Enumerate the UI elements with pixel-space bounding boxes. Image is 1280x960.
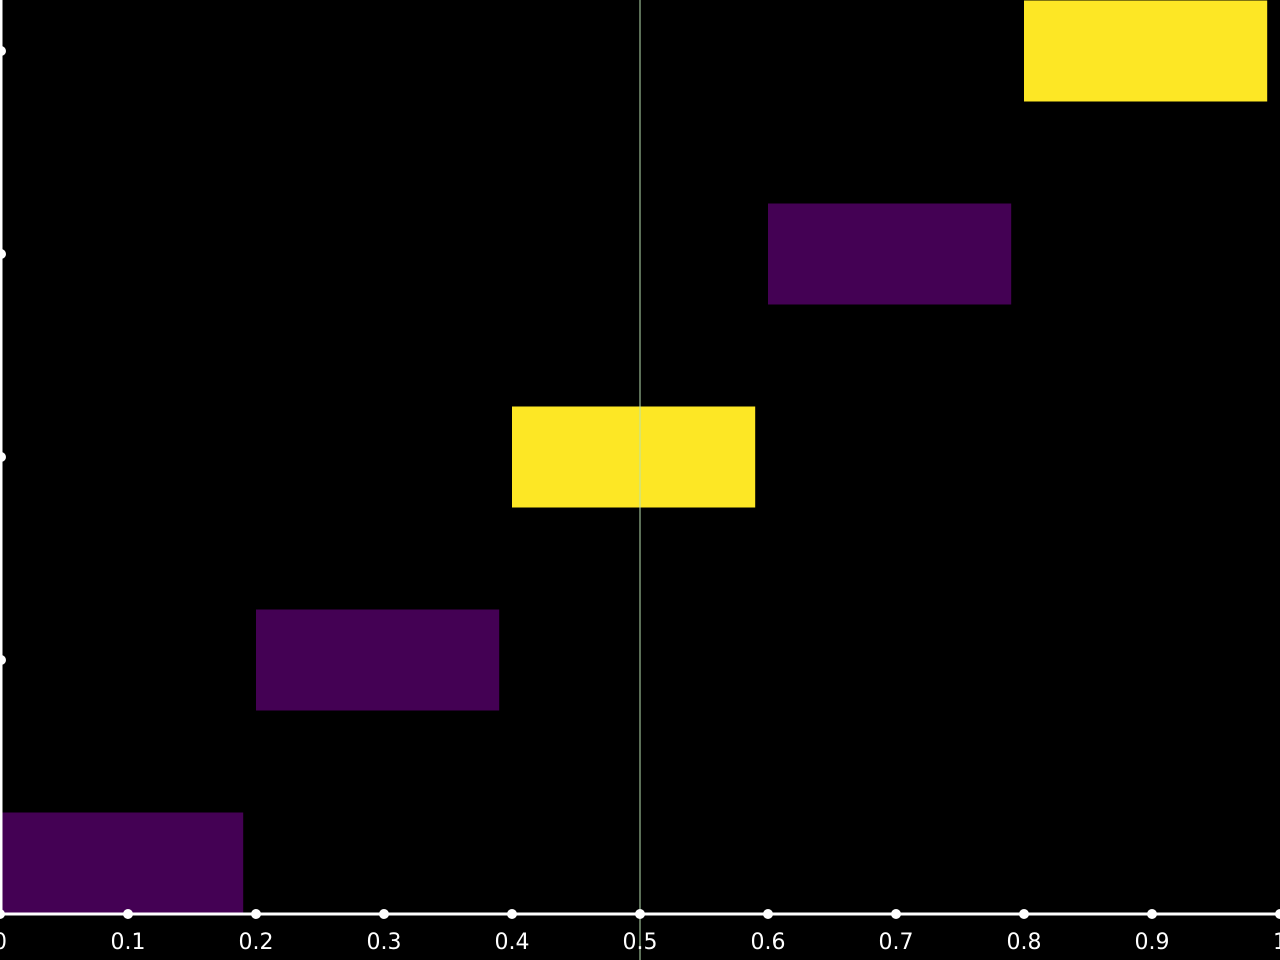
x-tick-label: 0.8	[1007, 930, 1042, 955]
x-tick-label: 0	[0, 930, 7, 955]
bar-2	[512, 406, 756, 508]
x-tick-label: 0.6	[751, 930, 786, 955]
y-tick-mark	[0, 249, 6, 259]
x-tick-mark	[763, 909, 773, 919]
x-tick-label: 0.2	[239, 930, 274, 955]
bar-1	[256, 609, 500, 711]
y-tick-mark	[0, 452, 6, 462]
y-tick-mark	[0, 655, 6, 665]
bars-layer	[0, 0, 1268, 914]
bar-4	[1024, 0, 1268, 102]
x-tick-label: 0.4	[495, 930, 530, 955]
y-tick-mark	[0, 46, 6, 56]
bar-3	[768, 203, 1012, 305]
x-axis: 0 0.1 0.2 0.3 0.4 0.5 0.6 0.7 0.8 0.9 1	[0, 909, 1280, 955]
x-tick-mark	[251, 909, 261, 919]
x-tick-mark	[507, 909, 517, 919]
x-tick-label: 0.5	[623, 930, 658, 955]
y-axis	[0, 0, 6, 914]
x-tick-mark	[1019, 909, 1029, 919]
x-tick-label: 0.7	[879, 930, 914, 955]
x-tick-mark	[379, 909, 389, 919]
x-tick-mark	[123, 909, 133, 919]
x-tick-label: 1	[1273, 930, 1280, 955]
x-tick-label: 0.3	[367, 930, 402, 955]
x-tick-mark	[891, 909, 901, 919]
x-tick-mark	[635, 909, 645, 919]
x-tick-mark	[1275, 909, 1280, 919]
x-tick-mark	[1147, 909, 1157, 919]
x-tick-label: 0.1	[111, 930, 146, 955]
x-tick-label: 0.9	[1135, 930, 1170, 955]
bar-0	[0, 812, 244, 914]
